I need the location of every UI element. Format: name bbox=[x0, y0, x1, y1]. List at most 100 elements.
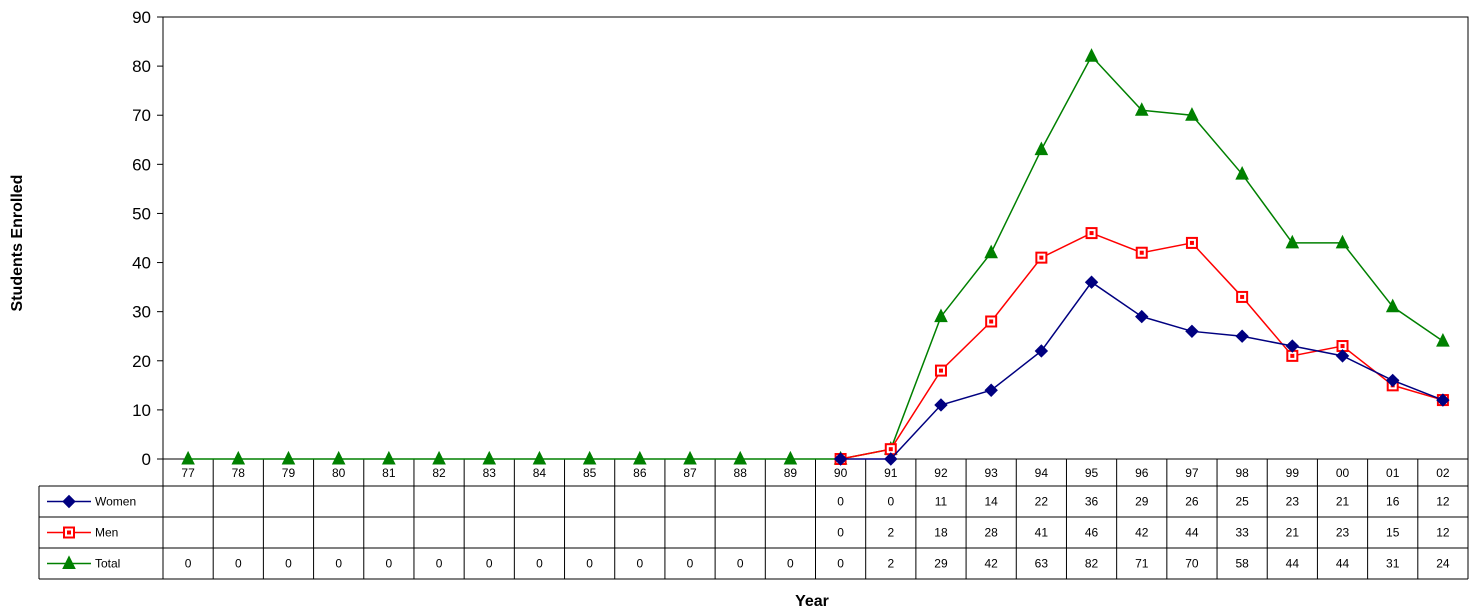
point-diamond bbox=[984, 383, 998, 397]
table-cell-value: 36 bbox=[1085, 495, 1099, 509]
point-square-core bbox=[67, 530, 71, 535]
point-triangle bbox=[482, 450, 497, 465]
table-cell-value: 0 bbox=[536, 557, 543, 571]
category-label: 78 bbox=[232, 466, 246, 480]
category-label: 99 bbox=[1286, 466, 1300, 480]
table-cell-value: 14 bbox=[984, 495, 998, 509]
category-label: 88 bbox=[734, 466, 748, 480]
point-diamond bbox=[1386, 373, 1400, 388]
y-tick-label: 30 bbox=[132, 303, 151, 322]
table-cell-value: 44 bbox=[1286, 557, 1300, 571]
point-triangle bbox=[1185, 107, 1199, 121]
y-tick-label: 20 bbox=[132, 352, 151, 371]
point-square-core bbox=[989, 319, 994, 324]
table-cell-value: 0 bbox=[687, 557, 694, 571]
category-label: 00 bbox=[1336, 466, 1350, 480]
table-cell-value: 70 bbox=[1185, 557, 1199, 571]
table-cell-value: 0 bbox=[486, 557, 493, 571]
point-triangle bbox=[1134, 102, 1149, 116]
table-cell-value: 0 bbox=[737, 557, 744, 571]
table-cell-value: 11 bbox=[935, 495, 948, 509]
table-cell-value: 0 bbox=[285, 557, 292, 571]
category-label: 94 bbox=[1035, 466, 1049, 480]
point-square-core bbox=[1340, 344, 1345, 349]
table-cell-value: 0 bbox=[787, 557, 794, 571]
point-diamond bbox=[1235, 329, 1249, 343]
y-tick-label: 90 bbox=[132, 8, 151, 27]
point-triangle bbox=[1436, 333, 1450, 347]
category-label: 96 bbox=[1135, 466, 1149, 480]
table-cell-value: 46 bbox=[1085, 526, 1099, 540]
category-label: 81 bbox=[382, 466, 396, 480]
table-cell-value: 42 bbox=[1135, 526, 1149, 540]
point-square-core bbox=[1039, 255, 1044, 260]
point-diamond bbox=[1084, 275, 1099, 289]
category-label: 89 bbox=[784, 466, 798, 480]
category-label: 92 bbox=[934, 466, 948, 480]
table-cell-value: 15 bbox=[1386, 526, 1400, 540]
point-triangle bbox=[633, 450, 647, 465]
series-total bbox=[181, 48, 1450, 465]
series-men bbox=[834, 227, 1449, 465]
category-label: 83 bbox=[483, 466, 497, 480]
point-square-core bbox=[938, 368, 943, 373]
table-cell-value: 2 bbox=[887, 526, 894, 540]
point-square-core bbox=[1290, 353, 1295, 358]
point-diamond bbox=[1185, 324, 1199, 339]
table-cell-value: 0 bbox=[837, 557, 844, 571]
y-tick-label: 70 bbox=[132, 106, 151, 125]
point-triangle bbox=[1034, 141, 1049, 156]
y-axis-title: Students Enrolled bbox=[9, 175, 26, 312]
table-cell-value: 21 bbox=[1286, 526, 1300, 540]
point-diamond bbox=[884, 452, 898, 466]
data-table: 77 78 79 80 81 82 83 84 85 86 87 88 89 90 91 92 93 94 95 96… bbox=[38, 459, 1469, 580]
y-tick-label: 80 bbox=[132, 57, 151, 76]
y-tick-label: 60 bbox=[132, 155, 151, 174]
table-cell-value: 23 bbox=[1336, 526, 1350, 540]
point-square-core bbox=[1139, 250, 1144, 255]
point-square-core bbox=[1189, 240, 1194, 245]
point-triangle bbox=[984, 244, 998, 259]
category-label: 80 bbox=[332, 466, 346, 480]
point-triangle bbox=[281, 450, 296, 465]
table-cell-value: 24 bbox=[1436, 557, 1450, 571]
point-triangle bbox=[783, 450, 798, 465]
point-triangle bbox=[733, 450, 748, 465]
point-diamond bbox=[62, 494, 76, 509]
point-diamond bbox=[1285, 339, 1300, 353]
category-label: 98 bbox=[1235, 466, 1249, 480]
table-cell-value: 2 bbox=[887, 557, 894, 571]
point-triangle bbox=[1235, 166, 1249, 180]
category-label: 02 bbox=[1436, 466, 1450, 480]
category-label: 79 bbox=[282, 466, 296, 480]
category-label: 82 bbox=[432, 466, 446, 480]
point-triangle bbox=[1385, 298, 1400, 313]
point-diamond bbox=[1436, 393, 1450, 407]
category-label: 85 bbox=[583, 466, 597, 480]
table-cell-value: 0 bbox=[586, 557, 593, 571]
point-diamond bbox=[1335, 349, 1350, 363]
series-line bbox=[188, 55, 1444, 460]
table-cell-value: 0 bbox=[837, 495, 844, 509]
plot-area bbox=[162, 16, 1469, 460]
category-label: 97 bbox=[1185, 466, 1199, 480]
category-label: 87 bbox=[683, 466, 697, 480]
point-triangle bbox=[62, 555, 76, 569]
table-cell-value: 0 bbox=[636, 557, 643, 571]
table-cell-value: 58 bbox=[1235, 557, 1249, 571]
category-label: 84 bbox=[533, 466, 547, 480]
y-tick-label: 40 bbox=[132, 254, 151, 273]
table-cell-value: 44 bbox=[1336, 557, 1350, 571]
table-cell-value: 31 bbox=[1386, 557, 1400, 571]
point-triangle bbox=[1285, 234, 1300, 249]
point-square-core bbox=[888, 447, 893, 452]
series-lines bbox=[181, 48, 1450, 466]
table-cell-value: 82 bbox=[1085, 557, 1099, 571]
point-triangle bbox=[1084, 48, 1099, 62]
category-label: 77 bbox=[181, 466, 195, 480]
point-triangle bbox=[181, 450, 195, 465]
point-triangle bbox=[582, 450, 597, 465]
point-diamond bbox=[934, 398, 948, 412]
category-label: 91 bbox=[884, 466, 898, 480]
